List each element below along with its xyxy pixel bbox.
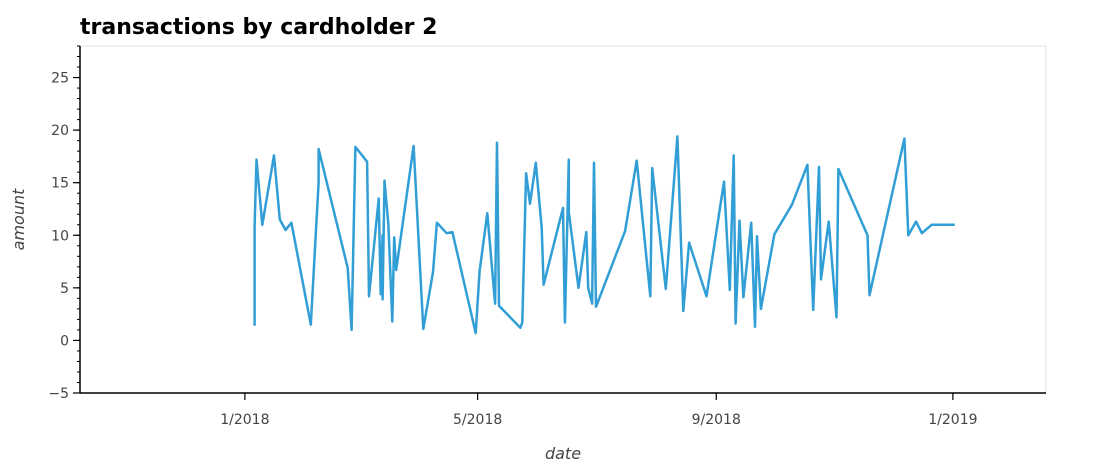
series-layer [253,135,955,335]
y-tick-label: 15 [51,176,69,192]
y-axis-label: amount [9,188,28,250]
y-tick-label: −5 [48,386,69,402]
y-tick-label: 25 [51,71,69,87]
x-axis-label: date [545,444,581,463]
series-line [253,135,955,335]
y-tick-label: 0 [60,333,69,349]
x-tick-label: 1/2019 [928,412,977,428]
y-axis: −5 0 5 10 15 20 25 [48,45,81,402]
y-tick-label: 20 [51,123,69,139]
y-tick-label: 10 [51,228,69,244]
x-tick-label: 9/2018 [692,412,741,428]
chart-title: transactions by cardholder 2 [80,15,437,40]
x-axis: 1/2018 5/2018 9/2018 1/2019 [80,392,1046,428]
x-tick-label: 5/2018 [453,412,502,428]
y-tick-label: 5 [60,281,69,297]
x-tick-label: 1/2018 [220,412,269,428]
